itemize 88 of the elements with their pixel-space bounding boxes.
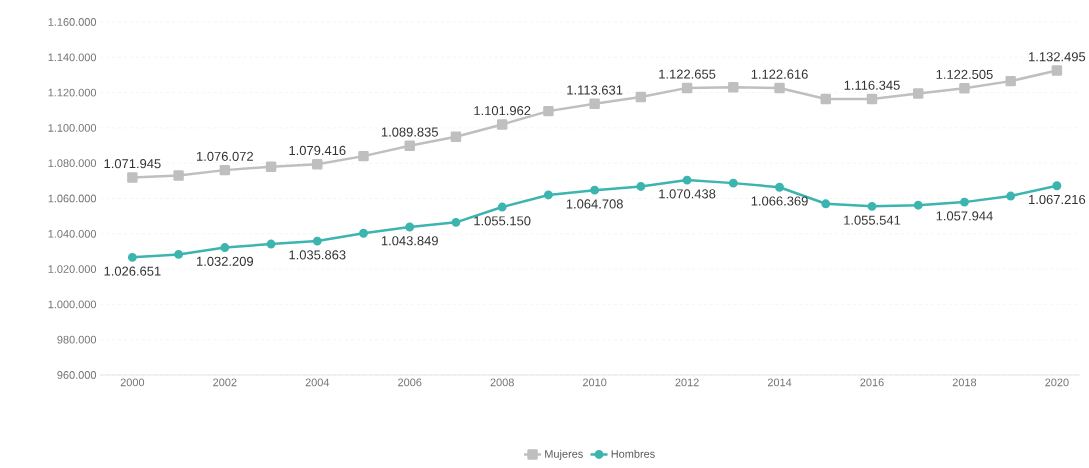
y-tick-label: 980.000 bbox=[57, 335, 97, 344]
data-label: 1.064.708 bbox=[566, 199, 623, 209]
data-label: 1.116.345 bbox=[844, 80, 900, 90]
point bbox=[1006, 191, 1016, 201]
point bbox=[775, 182, 784, 192]
point bbox=[1005, 75, 1016, 87]
point bbox=[312, 236, 322, 246]
point bbox=[451, 217, 461, 227]
point bbox=[589, 98, 600, 110]
point bbox=[266, 239, 276, 249]
x-tick-label: 2006 bbox=[398, 378, 422, 387]
x-tick-label: 2014 bbox=[767, 378, 792, 387]
point bbox=[127, 252, 137, 262]
y-tick-label: 1.060.000 bbox=[48, 194, 97, 203]
data-label: 1.122.655 bbox=[659, 69, 716, 79]
data-label: 1.122.505 bbox=[936, 69, 993, 79]
point bbox=[821, 199, 831, 209]
y-tick-label: 1.120.000 bbox=[48, 88, 97, 97]
point bbox=[682, 175, 692, 185]
point bbox=[358, 150, 369, 162]
point bbox=[681, 82, 693, 94]
data-label: 1.032.209 bbox=[197, 256, 254, 266]
point bbox=[1052, 181, 1062, 191]
point bbox=[404, 140, 415, 152]
x-tick-label: 2012 bbox=[675, 378, 699, 387]
point bbox=[220, 243, 230, 252]
data-label: 1.122.616 bbox=[751, 69, 808, 79]
data-label: 1.066.369 bbox=[751, 196, 808, 206]
point bbox=[312, 158, 323, 170]
point bbox=[867, 201, 877, 211]
point bbox=[265, 161, 277, 172]
point bbox=[450, 131, 462, 142]
y-tick-label: 1.040.000 bbox=[48, 229, 97, 238]
data-label: 1.035.863 bbox=[289, 250, 346, 260]
point bbox=[543, 105, 554, 117]
point bbox=[866, 93, 878, 105]
x-tick-label: 2018 bbox=[952, 378, 977, 387]
point bbox=[1051, 65, 1063, 76]
x-tick-label: 2020 bbox=[1045, 378, 1069, 387]
y-tick-label: 1.160.000 bbox=[48, 18, 97, 26]
y-tick-label: 1.000.000 bbox=[48, 300, 97, 309]
y-tick-label: 1.140.000 bbox=[48, 53, 97, 62]
point bbox=[728, 178, 738, 188]
x-tick-label: 2000 bbox=[120, 378, 145, 387]
y-tick-label: 960.000 bbox=[57, 371, 97, 379]
point bbox=[820, 93, 831, 105]
y-tick-label: 1.100.000 bbox=[48, 124, 97, 132]
data-label: 1.055.150 bbox=[474, 216, 531, 226]
point bbox=[960, 197, 969, 207]
point bbox=[405, 222, 415, 232]
y-tick-label: 1.020.000 bbox=[48, 265, 97, 273]
x-tick-label: 2002 bbox=[213, 378, 237, 387]
point bbox=[543, 190, 553, 200]
point bbox=[173, 170, 184, 181]
point bbox=[774, 82, 785, 94]
point bbox=[497, 202, 507, 212]
data-label: 1.071.945 bbox=[104, 159, 161, 169]
point bbox=[728, 82, 739, 93]
data-label: 1.101.962 bbox=[474, 106, 531, 116]
data-label: 1.043.849 bbox=[381, 236, 438, 246]
data-label: 1.070.438 bbox=[659, 189, 716, 199]
x-tick-label: 2008 bbox=[490, 378, 514, 387]
data-label: 1.055.541 bbox=[844, 215, 901, 225]
y-tick-label: 1.080.000 bbox=[48, 159, 97, 168]
point bbox=[912, 88, 924, 99]
data-label: 1.089.835 bbox=[381, 127, 438, 137]
point bbox=[359, 228, 368, 238]
point bbox=[636, 182, 646, 191]
x-tick-label: 2016 bbox=[860, 378, 884, 387]
point bbox=[635, 91, 647, 103]
point bbox=[590, 185, 600, 195]
data-label: 1.113.631 bbox=[567, 85, 623, 95]
data-label: 1.079.416 bbox=[289, 145, 346, 156]
data-label: 1.057.944 bbox=[936, 211, 993, 221]
point bbox=[496, 119, 508, 130]
point bbox=[127, 172, 138, 183]
point bbox=[913, 200, 923, 210]
x-tick-label: 2010 bbox=[582, 378, 607, 387]
legend-label: Mujeres bbox=[545, 449, 583, 460]
data-label: 1.026.651 bbox=[104, 266, 161, 276]
data-label: 1.067.216 bbox=[1029, 194, 1086, 205]
legend-label: Hombres bbox=[611, 449, 655, 458]
data-label: 1.076.072 bbox=[197, 151, 253, 161]
data-label: 1.132.495 bbox=[1029, 52, 1086, 62]
point bbox=[219, 164, 231, 176]
point bbox=[174, 250, 184, 259]
point bbox=[959, 82, 970, 94]
x-tick-label: 2004 bbox=[305, 378, 330, 387]
